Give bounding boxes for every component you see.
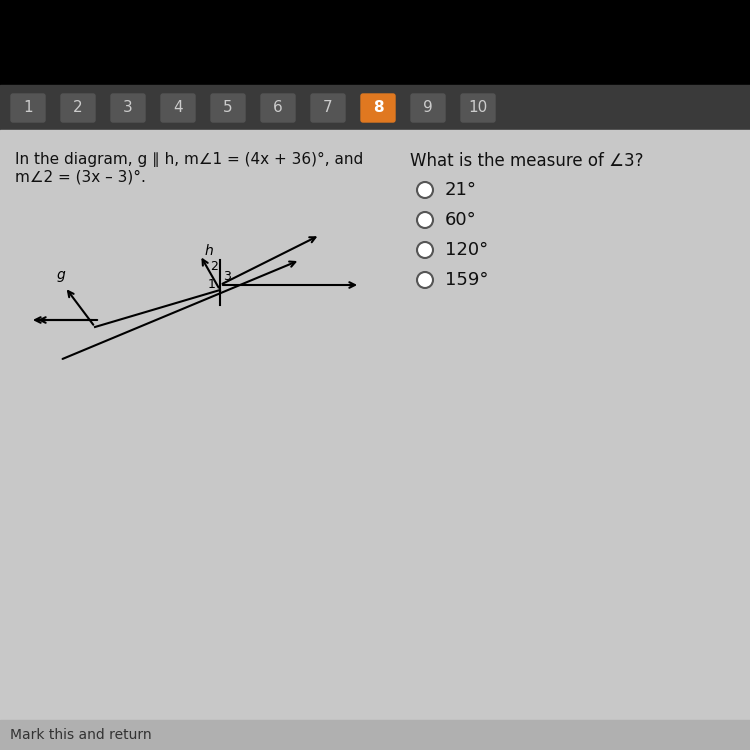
Circle shape xyxy=(417,272,433,288)
Text: h: h xyxy=(205,244,214,258)
Text: 159°: 159° xyxy=(445,271,488,289)
Text: In the diagram, g ∥ h, m∠1 = (4x + 36)°, and: In the diagram, g ∥ h, m∠1 = (4x + 36)°,… xyxy=(15,152,363,167)
FancyBboxPatch shape xyxy=(411,94,445,122)
Text: 60°: 60° xyxy=(445,211,477,229)
Circle shape xyxy=(417,242,433,258)
Text: 9: 9 xyxy=(423,100,433,116)
Circle shape xyxy=(417,212,433,228)
FancyBboxPatch shape xyxy=(361,94,395,122)
Text: 3: 3 xyxy=(123,100,133,116)
Text: 1: 1 xyxy=(23,100,33,116)
FancyBboxPatch shape xyxy=(61,94,95,122)
Bar xyxy=(0,720,750,750)
Text: 3: 3 xyxy=(223,270,231,283)
Text: 1: 1 xyxy=(208,278,216,291)
Text: m∠2 = (3x – 3)°.: m∠2 = (3x – 3)°. xyxy=(15,170,146,185)
Bar xyxy=(0,85,750,130)
Text: 4: 4 xyxy=(173,100,183,116)
Text: 2: 2 xyxy=(210,260,218,273)
Text: What is the measure of ∠3?: What is the measure of ∠3? xyxy=(410,152,644,170)
Text: 10: 10 xyxy=(468,100,488,116)
Text: g: g xyxy=(57,268,66,282)
Text: 2: 2 xyxy=(74,100,82,116)
FancyBboxPatch shape xyxy=(461,94,495,122)
Text: 8: 8 xyxy=(373,100,383,116)
Text: 120°: 120° xyxy=(445,241,488,259)
Bar xyxy=(0,130,750,720)
Bar xyxy=(0,0,750,90)
FancyBboxPatch shape xyxy=(311,94,345,122)
Text: 6: 6 xyxy=(273,100,283,116)
FancyBboxPatch shape xyxy=(111,94,145,122)
Circle shape xyxy=(417,182,433,198)
Text: 21°: 21° xyxy=(445,181,477,199)
Text: Mark this and return: Mark this and return xyxy=(10,728,152,742)
FancyBboxPatch shape xyxy=(261,94,295,122)
FancyBboxPatch shape xyxy=(211,94,245,122)
Text: 5: 5 xyxy=(224,100,232,116)
FancyBboxPatch shape xyxy=(11,94,45,122)
Text: 7: 7 xyxy=(323,100,333,116)
FancyBboxPatch shape xyxy=(161,94,195,122)
